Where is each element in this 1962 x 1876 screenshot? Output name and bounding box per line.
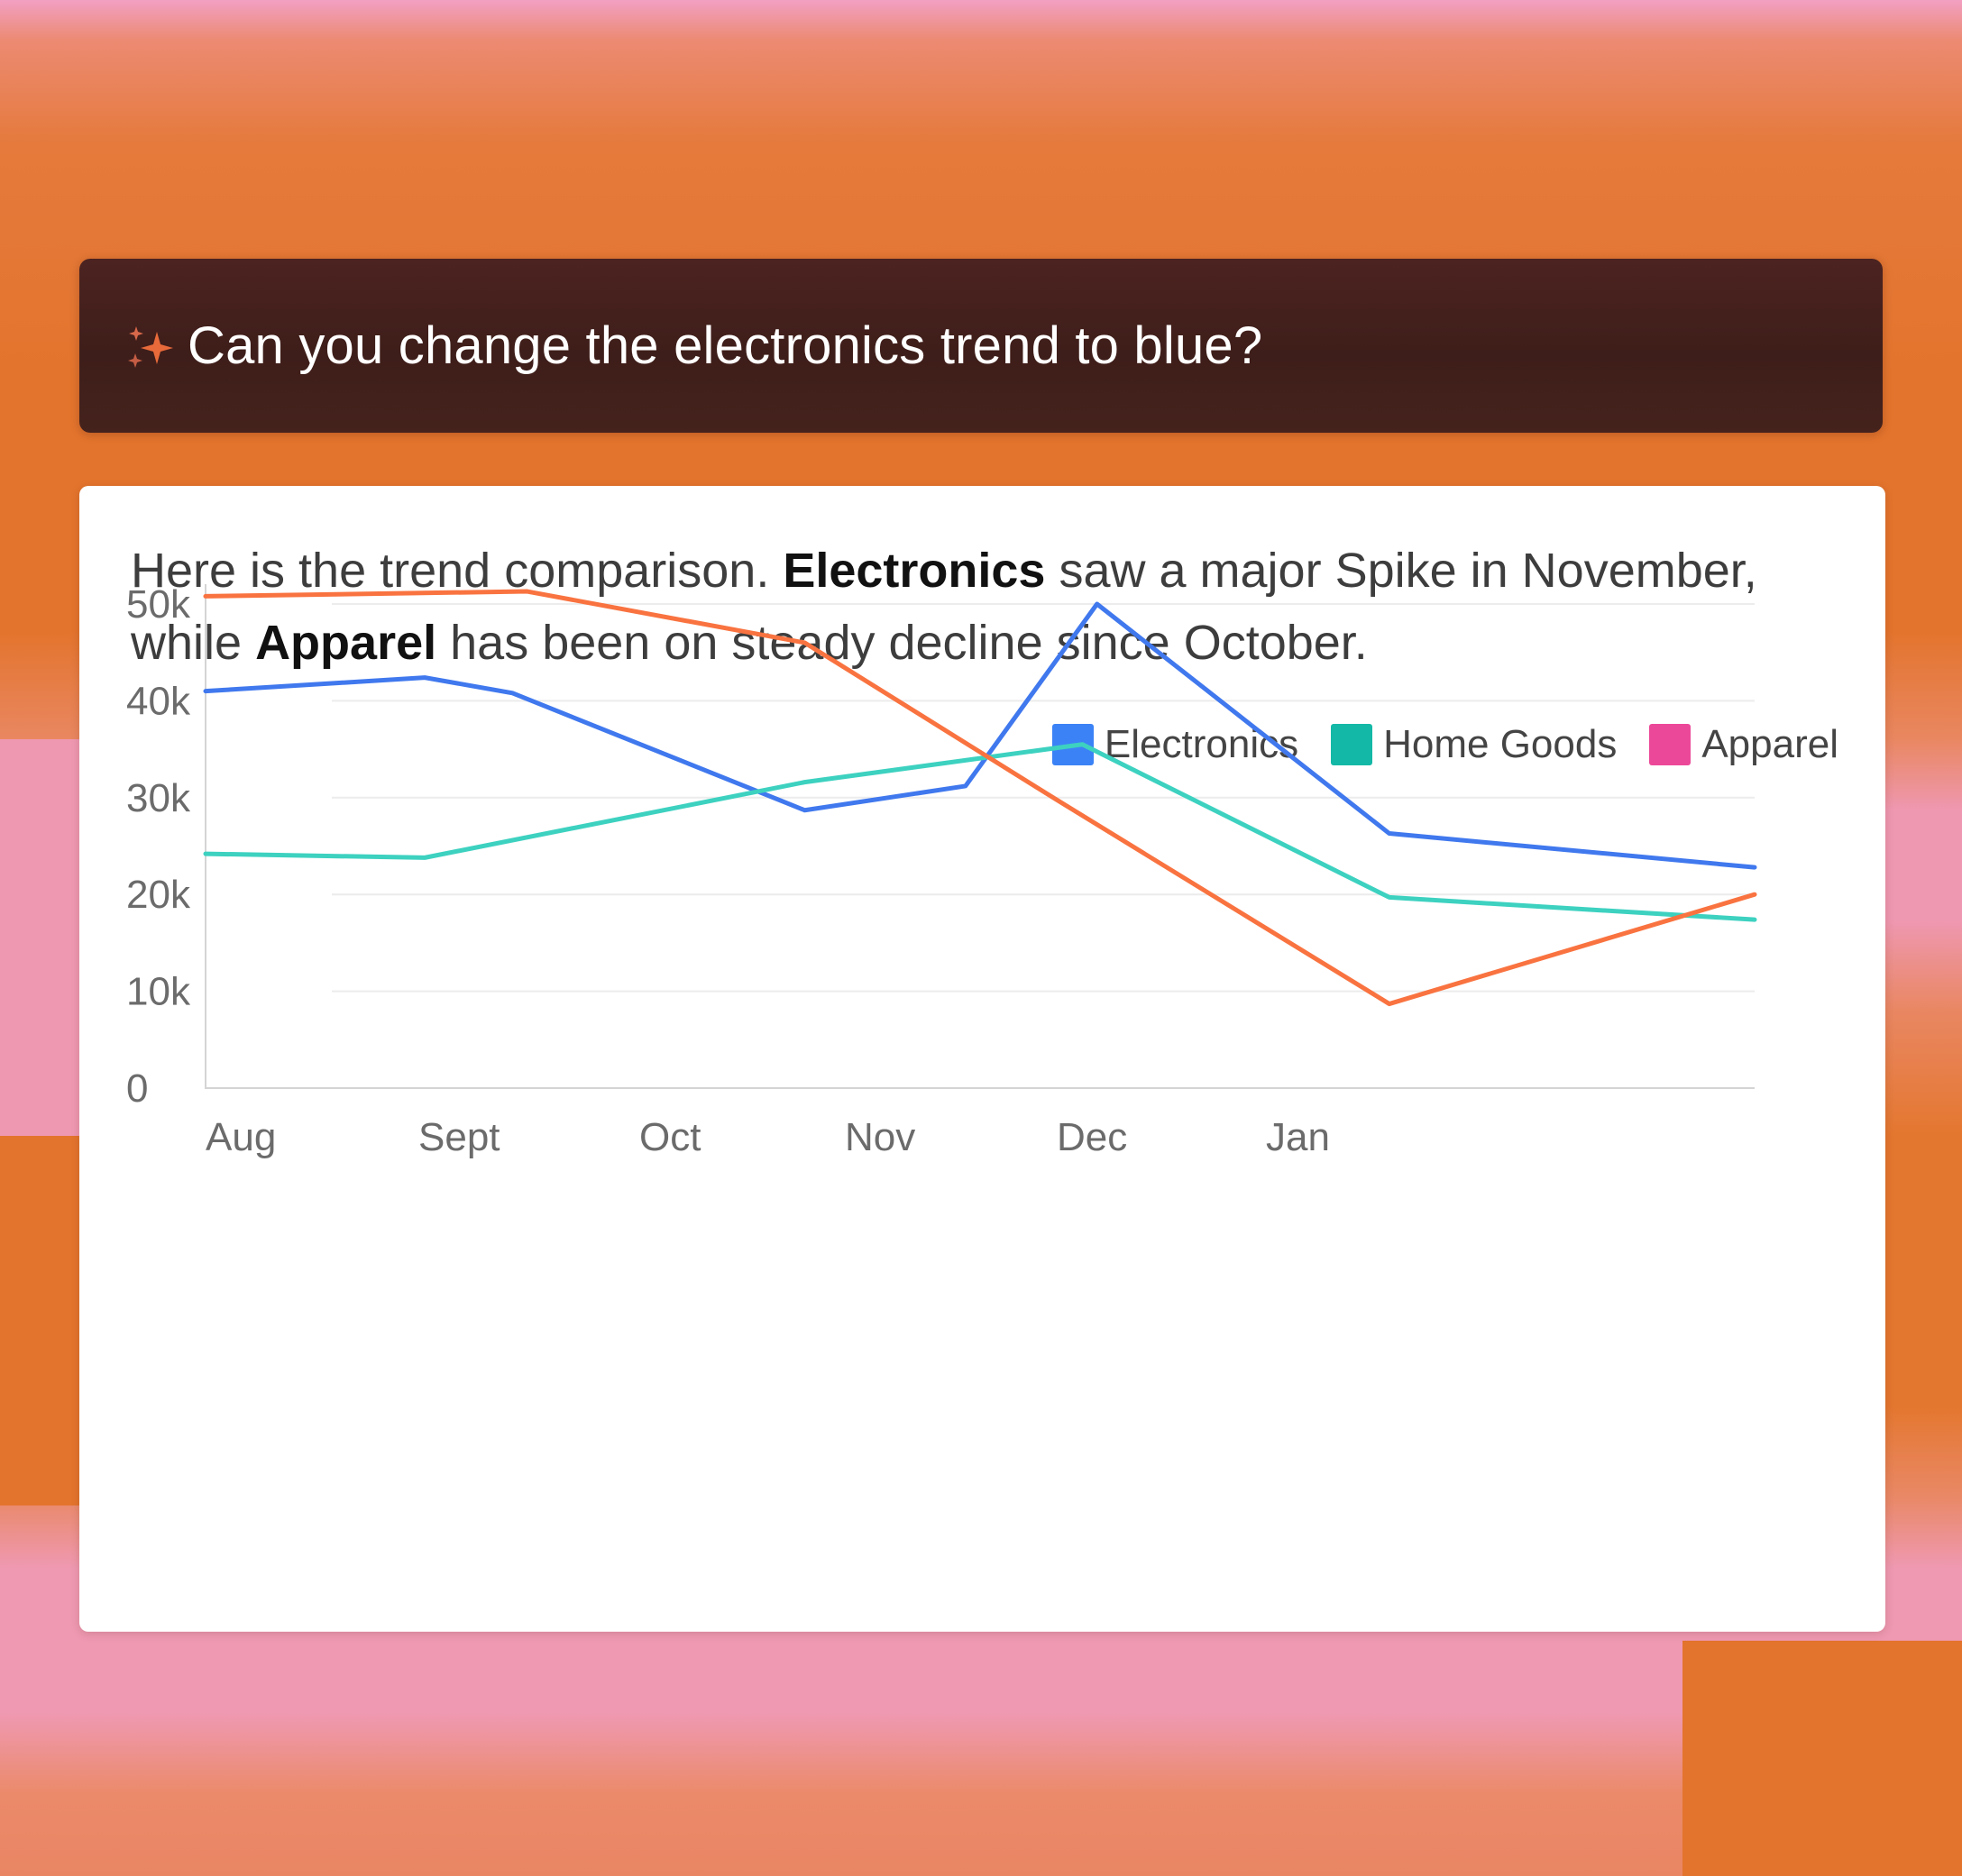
legend-label: Home Goods xyxy=(1383,722,1618,766)
sparkle-icon xyxy=(128,325,173,368)
y-tick-label: 40k xyxy=(126,679,191,723)
legend-label: Electronics xyxy=(1104,722,1299,766)
summary-text: saw a major Spike in November, while xyxy=(131,544,1757,670)
summary-bold-apparel: Apparel xyxy=(255,616,437,670)
x-tick-label: Aug xyxy=(206,1115,276,1159)
legend-label: Apparel xyxy=(1701,722,1838,766)
response-summary: Here is the trend comparison. Electronic… xyxy=(131,535,1844,679)
y-tick-label: 50k xyxy=(126,582,191,627)
prompt-bar[interactable]: Can you change the electronics trend to … xyxy=(79,259,1883,433)
legend-item-apparel[interactable]: Apparel xyxy=(1649,722,1838,767)
response-card: Here is the trend comparison. Electronic… xyxy=(79,486,1885,1632)
prompt-text: Can you change the electronics trend to … xyxy=(188,316,1263,375)
series-line-home-goods xyxy=(203,742,1757,922)
y-tick-label: 10k xyxy=(126,970,191,1014)
y-tick-label: 30k xyxy=(126,776,191,820)
y-tick-label: 0 xyxy=(126,1066,148,1111)
x-tick-label: Jan xyxy=(1266,1115,1330,1159)
series-line-apparel xyxy=(203,589,1757,1007)
legend-item-electronics[interactable]: Electronics xyxy=(1051,722,1299,767)
background-band xyxy=(0,739,81,1136)
background-band xyxy=(0,1136,81,1505)
line-chart: 0 10k 20k 30k 40k 50k Aug Sept Oct Nov Dec Jan xyxy=(126,582,1757,1159)
legend-swatch-home-goods xyxy=(1331,724,1373,765)
x-tick-label: Nov xyxy=(845,1115,915,1159)
chart-legend: Electronics Home Goods Apparel xyxy=(1020,722,1838,767)
background-band xyxy=(1682,1641,1962,1876)
x-tick-label: Dec xyxy=(1057,1115,1127,1159)
x-tick-label: Oct xyxy=(639,1115,701,1159)
legend-swatch-apparel xyxy=(1649,724,1692,765)
series-line-electronics xyxy=(203,601,1757,870)
summary-text: Here is the trend comparison. xyxy=(131,544,784,598)
summary-bold-electronics: Electronics xyxy=(783,544,1046,598)
x-tick-label: Sept xyxy=(418,1115,500,1159)
legend-item-home-goods[interactable]: Home Goods xyxy=(1331,722,1617,767)
summary-text: has been on steady decline since October… xyxy=(436,616,1368,670)
y-tick-label: 20k xyxy=(126,873,191,917)
